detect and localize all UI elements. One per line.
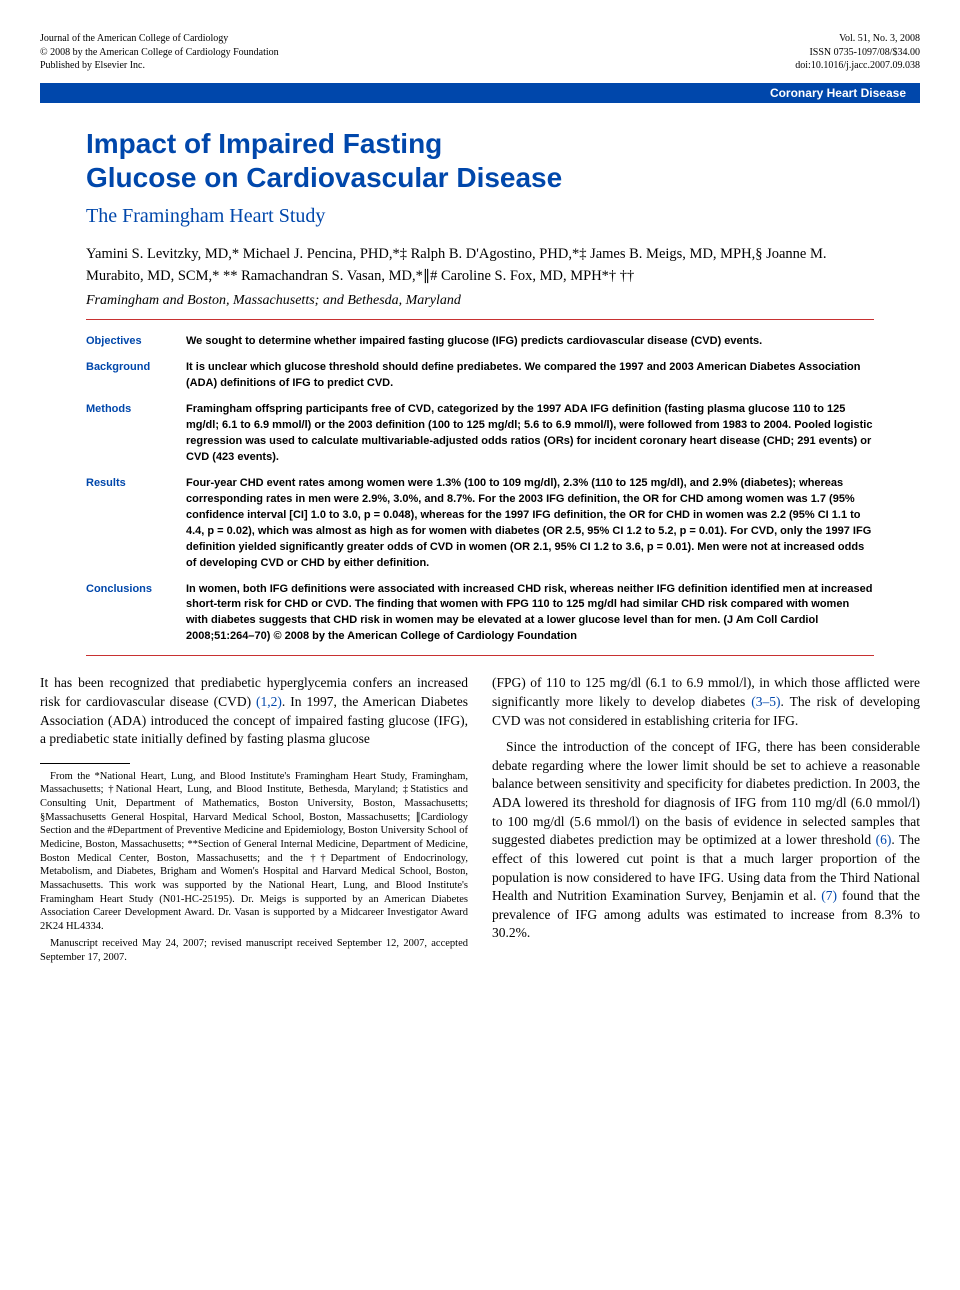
section-bar: Coronary Heart Disease (40, 83, 920, 103)
abstract-label-objectives: Objectives (86, 334, 186, 350)
publisher-line: Published by Elsevier Inc. (40, 59, 279, 73)
intro-para-1-cont: (FPG) of 110 to 125 mg/dl (6.1 to 6.9 mm… (492, 674, 920, 730)
doi-line: doi:10.1016/j.jacc.2007.09.038 (795, 59, 920, 73)
section-bar-label: Coronary Heart Disease (770, 86, 906, 100)
ref-link-6[interactable]: (6) (876, 832, 892, 847)
header-right: Vol. 51, No. 3, 2008 ISSN 0735-1097/08/$… (795, 32, 920, 73)
author-list: Yamini S. Levitzky, MD,* Michael J. Penc… (86, 244, 874, 288)
structured-abstract: Objectives We sought to determine whethe… (40, 334, 920, 645)
title-line-1: Impact of Impaired Fasting (86, 128, 442, 159)
ref-link-7[interactable]: (7) (821, 888, 837, 903)
abstract-results: Results Four-year CHD event rates among … (86, 476, 874, 572)
intro-para-2: Since the introduction of the concept of… (492, 738, 920, 943)
affiliation-locations: Framingham and Boston, Massachusetts; an… (86, 293, 874, 309)
abstract-label-results: Results (86, 476, 186, 572)
title-block: Impact of Impaired Fasting Glucose on Ca… (40, 127, 920, 310)
ref-link-3-5[interactable]: (3–5) (751, 694, 780, 709)
body-column-left: It has been recognized that prediabetic … (40, 674, 468, 968)
divider-bottom (86, 655, 874, 656)
footnote-manuscript-dates: Manuscript received May 24, 2007; revise… (40, 937, 468, 964)
abstract-text-objectives: We sought to determine whether impaired … (186, 334, 874, 350)
footnote-affiliations: From the *National Heart, Lung, and Bloo… (40, 770, 468, 934)
abstract-objectives: Objectives We sought to determine whethe… (86, 334, 874, 350)
article-subtitle: The Framingham Heart Study (86, 205, 874, 228)
abstract-label-methods: Methods (86, 402, 186, 466)
footnote-divider (40, 763, 130, 764)
abstract-text-results: Four-year CHD event rates among women we… (186, 476, 874, 572)
abstract-text-methods: Framingham offspring participants free o… (186, 402, 874, 466)
abstract-background: Background It is unclear which glucose t… (86, 360, 874, 392)
title-line-2: Glucose on Cardiovascular Disease (86, 162, 562, 193)
volume-issue: Vol. 51, No. 3, 2008 (795, 32, 920, 46)
header-left: Journal of the American College of Cardi… (40, 32, 279, 73)
abstract-label-conclusions: Conclusions (86, 582, 186, 646)
copyright-line: © 2008 by the American College of Cardio… (40, 46, 279, 60)
abstract-label-background: Background (86, 360, 186, 392)
abstract-text-conclusions: In women, both IFG definitions were asso… (186, 582, 874, 646)
abstract-text-background: It is unclear which glucose threshold sh… (186, 360, 874, 392)
divider-top (86, 319, 874, 320)
journal-name: Journal of the American College of Cardi… (40, 32, 279, 46)
affiliation-footnote: From the *National Heart, Lung, and Bloo… (40, 770, 468, 965)
abstract-methods: Methods Framingham offspring participant… (86, 402, 874, 466)
abstract-conclusions: Conclusions In women, both IFG definitio… (86, 582, 874, 646)
journal-header: Journal of the American College of Cardi… (40, 32, 920, 73)
body-columns: It has been recognized that prediabetic … (40, 674, 920, 968)
article-title: Impact of Impaired Fasting Glucose on Ca… (86, 127, 874, 195)
intro-para-1: It has been recognized that prediabetic … (40, 674, 468, 749)
issn-line: ISSN 0735-1097/08/$34.00 (795, 46, 920, 60)
body-column-right: (FPG) of 110 to 125 mg/dl (6.1 to 6.9 mm… (492, 674, 920, 968)
ref-link-1-2[interactable]: (1,2) (256, 694, 282, 709)
